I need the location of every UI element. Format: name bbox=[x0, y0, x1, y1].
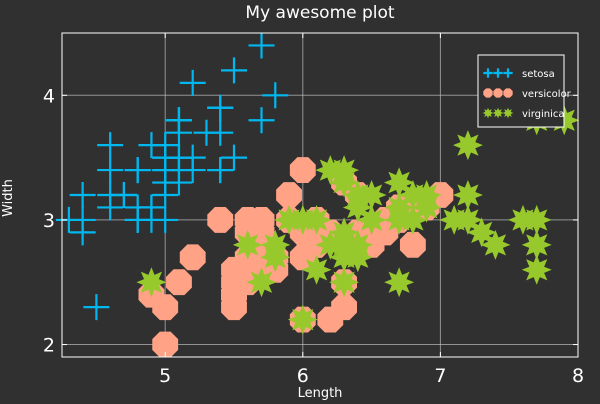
x-tick-label: 5 bbox=[159, 365, 171, 387]
y-tick-label: 2 bbox=[43, 335, 55, 357]
setosa-point bbox=[179, 69, 206, 96]
versicolor-point bbox=[179, 244, 206, 271]
setosa-point bbox=[152, 144, 179, 171]
legend-marker bbox=[482, 107, 494, 119]
legend-item-versicolor: versicolor bbox=[483, 88, 572, 100]
versicolor-point bbox=[399, 231, 426, 258]
x-tick-label: 7 bbox=[434, 365, 446, 387]
versicolor-point bbox=[289, 157, 316, 184]
setosa-point bbox=[207, 94, 234, 121]
legend-marker bbox=[503, 68, 513, 78]
versicolor-point bbox=[331, 294, 358, 321]
virginica-point bbox=[136, 267, 167, 298]
virginica-point bbox=[384, 204, 415, 235]
setosa-point bbox=[248, 32, 275, 59]
x-tick-label: 8 bbox=[572, 365, 584, 387]
setosa-point bbox=[97, 157, 124, 184]
x-tick-label: 6 bbox=[297, 365, 309, 387]
virginica-point bbox=[521, 229, 552, 260]
legend-marker bbox=[483, 68, 493, 78]
y-axis-label: Width bbox=[1, 179, 16, 217]
setosa-point bbox=[69, 182, 96, 208]
legend-label: virginica bbox=[522, 109, 565, 120]
plot-frame bbox=[61, 32, 579, 358]
legend-marker bbox=[503, 88, 513, 98]
virginica-point bbox=[329, 229, 360, 260]
legend-marker bbox=[483, 88, 493, 98]
setosa-point bbox=[165, 107, 192, 134]
chart-title: My awesome plot bbox=[245, 3, 395, 23]
y-tick-label: 4 bbox=[43, 85, 55, 107]
legend-label: versicolor bbox=[522, 89, 572, 100]
setosa-point bbox=[221, 57, 247, 84]
legend-item-virginica: virginica bbox=[482, 107, 565, 120]
virginica-point bbox=[260, 242, 291, 273]
axis-ticks: 5 6 7 8 2 3 4 bbox=[43, 33, 584, 387]
versicolor-point bbox=[152, 294, 179, 321]
versicolor-point bbox=[207, 206, 234, 233]
virginica-point bbox=[232, 229, 263, 260]
setosa-point bbox=[152, 206, 179, 233]
setosa-point bbox=[124, 157, 151, 184]
virginica-point bbox=[301, 254, 332, 285]
legend-marker bbox=[493, 88, 503, 98]
setosa-point bbox=[97, 182, 124, 208]
data-marks bbox=[55, 32, 580, 358]
legend-item-setosa: setosa bbox=[483, 68, 555, 80]
versicolor-point bbox=[276, 182, 302, 208]
setosa-point bbox=[97, 132, 124, 159]
virginica-point bbox=[452, 180, 483, 210]
virginica-point bbox=[480, 229, 511, 260]
versicolor-point bbox=[166, 269, 192, 296]
setosa-point bbox=[248, 107, 275, 134]
setosa-point bbox=[124, 206, 151, 233]
virginica-point bbox=[356, 204, 387, 235]
setosa-point bbox=[138, 132, 165, 159]
setosa-point bbox=[152, 169, 179, 196]
y-tick-label: 3 bbox=[43, 210, 55, 232]
setosa-point bbox=[165, 157, 192, 184]
setosa-point bbox=[83, 294, 110, 321]
virginica-point bbox=[521, 204, 552, 235]
virginica-point bbox=[452, 130, 483, 161]
legend-marker bbox=[493, 68, 503, 78]
setosa-point bbox=[207, 157, 234, 184]
legend-marker bbox=[492, 107, 504, 119]
virginica-point bbox=[384, 167, 415, 198]
virginica-point bbox=[287, 304, 318, 335]
setosa-point bbox=[138, 194, 165, 221]
virginica-point bbox=[246, 267, 277, 298]
setosa-point bbox=[221, 144, 247, 171]
setosa-point bbox=[262, 82, 289, 109]
x-axis-label: Length bbox=[298, 386, 343, 400]
versicolor-point bbox=[152, 331, 179, 358]
series-virginica bbox=[136, 105, 580, 335]
setosa-point bbox=[193, 119, 220, 146]
legend: setosa versicolor virginica bbox=[477, 54, 572, 128]
virginica-point bbox=[384, 267, 415, 298]
virginica-point bbox=[329, 267, 360, 298]
virginica-point bbox=[521, 254, 552, 285]
virginica-point bbox=[315, 155, 346, 186]
series-setosa bbox=[55, 32, 289, 321]
setosa-point bbox=[69, 206, 96, 233]
virginica-point bbox=[452, 204, 483, 235]
legend-label: setosa bbox=[522, 69, 555, 80]
virginica-point bbox=[274, 204, 305, 235]
legend-marker bbox=[502, 107, 514, 119]
